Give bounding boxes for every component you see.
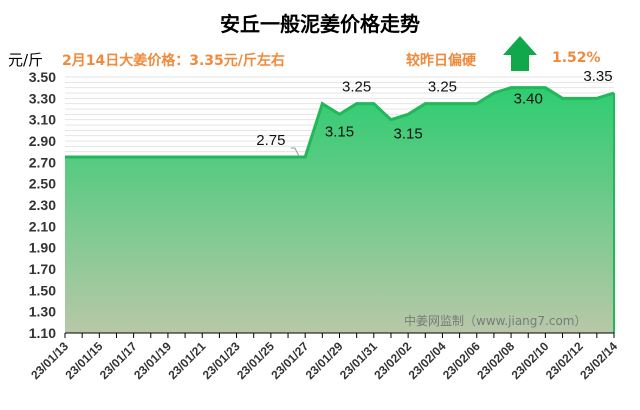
chart-title: 安丘一般泥姜价格走势 [220, 12, 420, 36]
y-tick-label: 2.50 [29, 176, 56, 192]
compare-label: 较昨日偏硬 [406, 53, 476, 69]
y-tick-label: 3.30 [29, 90, 56, 106]
area-fill [65, 87, 614, 334]
series-line [65, 86, 615, 159]
label-leader-line [290, 147, 300, 157]
y-tick-label: 3.50 [29, 69, 56, 85]
y-tick-label: 1.50 [29, 282, 56, 298]
up-arrow-icon [503, 36, 537, 71]
watermark: 中姜网监制（www.jiang7.com） [404, 314, 587, 328]
data-label: 3.15 [394, 125, 423, 142]
y-tick-label: 1.90 [29, 240, 56, 256]
y-tick-label: 1.70 [29, 261, 56, 277]
data-label: 3.15 [325, 123, 354, 140]
data-label: 2.75 [256, 132, 285, 149]
data-label: 3.25 [342, 79, 371, 96]
x-tick-label: 23/02/14 [577, 339, 620, 382]
y-tick-label: 2.90 [29, 133, 56, 149]
data-label: 3.25 [428, 79, 457, 96]
y-tick-label: 2.10 [29, 218, 56, 234]
y-tick-label: 2.30 [29, 197, 56, 213]
y-axis-unit: 元/斤 [8, 51, 44, 69]
y-tick-label: 1.30 [29, 304, 56, 320]
y-tick-label: 2.70 [29, 154, 56, 170]
data-label: 3.35 [583, 68, 612, 85]
price-note: 2月14日大姜价格：3.35元/斤左右 [62, 53, 285, 69]
y-tick-label: 3.10 [29, 112, 56, 128]
change-percent: 1.52% [552, 50, 601, 66]
data-label: 3.40 [514, 91, 543, 108]
y-tick-label: 1.10 [29, 325, 56, 341]
